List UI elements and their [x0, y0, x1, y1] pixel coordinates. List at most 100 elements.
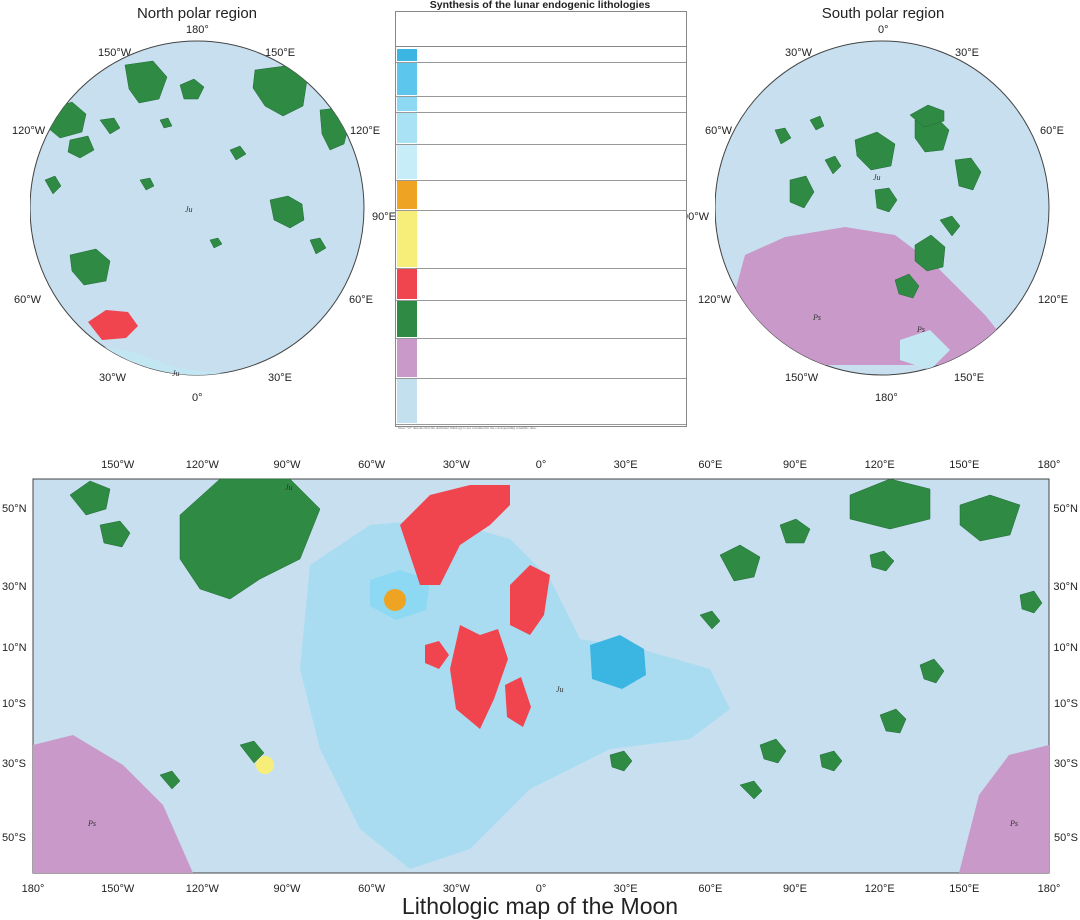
lon-label-bottom: 60°W: [358, 883, 386, 893]
south-label-l5: 150°W: [785, 372, 819, 384]
north-label-top: 180°: [186, 24, 209, 36]
svg-text:Ps: Ps: [1009, 819, 1018, 828]
legend-row: [396, 62, 686, 97]
north-polar-title: North polar region: [136, 5, 258, 22]
lon-label-top: 120°W: [186, 459, 220, 471]
legend-swatch: [397, 269, 417, 299]
lon-label-top: 120°E: [865, 459, 895, 471]
svg-text:Ju: Ju: [556, 685, 564, 694]
south-label-l4: 120°W: [698, 294, 732, 306]
legend-row: [396, 112, 686, 145]
lat-label-right: 10°N: [1053, 642, 1078, 654]
lat-label-right: 10°S: [1054, 698, 1078, 710]
legend-row: [396, 210, 686, 269]
lon-label-bottom: 150°W: [101, 883, 135, 893]
lon-label-top: 60°E: [698, 459, 722, 471]
lon-label-top: 90°E: [783, 459, 807, 471]
legend-swatch: [397, 181, 417, 209]
legend-title: Synthesis of the lunar endogenic litholo…: [429, 0, 651, 11]
legend-swatch: [397, 49, 417, 61]
legend-note: Note: "O" denotes that the dominant lith…: [398, 426, 537, 430]
legend-row: [396, 180, 686, 211]
north-label-bottom: 0°: [192, 392, 203, 404]
lon-label-bottom: 120°E: [865, 883, 895, 893]
lat-label-left: 50°S: [2, 832, 26, 844]
south-label-bottom: 180°: [875, 392, 898, 404]
lon-label-top: 60°W: [358, 459, 386, 471]
lon-label-bottom: 120°W: [186, 883, 220, 893]
legend-swatch: [397, 113, 417, 143]
south-polar-map: Ju Ps Ps: [715, 40, 1050, 376]
lon-label-bottom: 180°: [22, 883, 45, 893]
north-label-l4: 60°W: [14, 294, 42, 306]
legend-row: [396, 48, 686, 63]
legend-swatch: [397, 97, 417, 111]
legend-swatch: [397, 63, 417, 95]
lat-label-right: 30°S: [1054, 758, 1078, 770]
north-label-r5: 30°E: [268, 372, 292, 384]
legend-row: [396, 300, 686, 339]
north-polar-map: Ju Ju: [30, 40, 365, 378]
legend-swatch: [397, 301, 417, 337]
south-label-l1: 30°W: [785, 47, 813, 59]
svg-text:Ps: Ps: [87, 819, 96, 828]
lon-label-top: 150°W: [101, 459, 135, 471]
lat-label-left: 10°N: [2, 642, 27, 654]
north-label-r3: 90°E: [372, 211, 396, 223]
lon-label-bottom: 90°W: [273, 883, 301, 893]
legend-swatch: [397, 211, 417, 267]
lat-label-right: 30°N: [1053, 581, 1078, 593]
lon-label-top: 180°: [1038, 459, 1061, 471]
south-label-r2: 60°E: [1040, 125, 1064, 137]
svg-text:Ps: Ps: [916, 325, 925, 334]
lat-label-left: 50°N: [2, 503, 27, 515]
svg-text:Ps: Ps: [812, 313, 821, 322]
north-label-l2: 120°W: [12, 125, 46, 137]
legend-swatch: [397, 379, 417, 423]
south-label-l2: 60°W: [705, 125, 733, 137]
lon-label-bottom: 150°E: [949, 883, 979, 893]
lat-label-right: 50°N: [1053, 503, 1078, 515]
north-label-l1: 150°W: [98, 47, 132, 59]
north-label-r4: 60°E: [349, 294, 373, 306]
lithology-legend-table: [395, 11, 687, 427]
south-label-r4: 120°E: [1038, 294, 1069, 306]
north-label-r2: 120°E: [350, 125, 381, 137]
lon-label-bottom: 90°E: [783, 883, 807, 893]
lon-label-top: 0°: [536, 459, 547, 471]
lon-label-top: 150°E: [949, 459, 979, 471]
legend-row: [396, 144, 686, 181]
north-label-l5: 30°W: [99, 372, 127, 384]
south-label-r5: 150°E: [954, 372, 985, 384]
lon-label-top: 30°W: [443, 459, 471, 471]
south-label-l3: 90°W: [682, 211, 710, 223]
lon-label-top: 30°E: [614, 459, 638, 471]
svg-text:Ju: Ju: [172, 369, 180, 378]
legend-row: [396, 338, 686, 379]
lat-label-left: 10°S: [2, 698, 26, 710]
lon-label-bottom: 30°W: [443, 883, 471, 893]
legend-row: [396, 96, 686, 113]
lat-label-right: 50°S: [1054, 832, 1078, 844]
legend-swatch: [397, 145, 417, 179]
lon-label-bottom: 60°E: [698, 883, 722, 893]
svg-text:Ju: Ju: [185, 205, 193, 214]
lat-label-left: 30°S: [2, 758, 26, 770]
legend-swatch: [397, 339, 417, 377]
legend-header: [396, 12, 686, 47]
legend-row: [396, 378, 686, 425]
south-polar-title: South polar region: [821, 5, 945, 22]
lat-label-left: 30°N: [2, 581, 27, 593]
north-label-r1: 150°E: [265, 47, 296, 59]
legend-row: [396, 268, 686, 301]
lon-label-bottom: 0°: [536, 883, 547, 893]
lon-label-bottom: 180°: [1038, 883, 1061, 893]
south-label-top: 0°: [878, 24, 889, 36]
svg-text:Ju: Ju: [285, 483, 293, 492]
svg-text:Ju: Ju: [873, 173, 881, 182]
south-label-r1: 30°E: [955, 47, 979, 59]
main-moon-map: Ju Ju Ps Ps 150°W 120°W 90°W 60°W 30°W 0° 30°E…: [2, 459, 1078, 893]
lon-label-bottom: 30°E: [614, 883, 638, 893]
lon-label-top: 90°W: [273, 459, 301, 471]
main-map-title: Lithologic map of the Moon: [401, 893, 679, 919]
